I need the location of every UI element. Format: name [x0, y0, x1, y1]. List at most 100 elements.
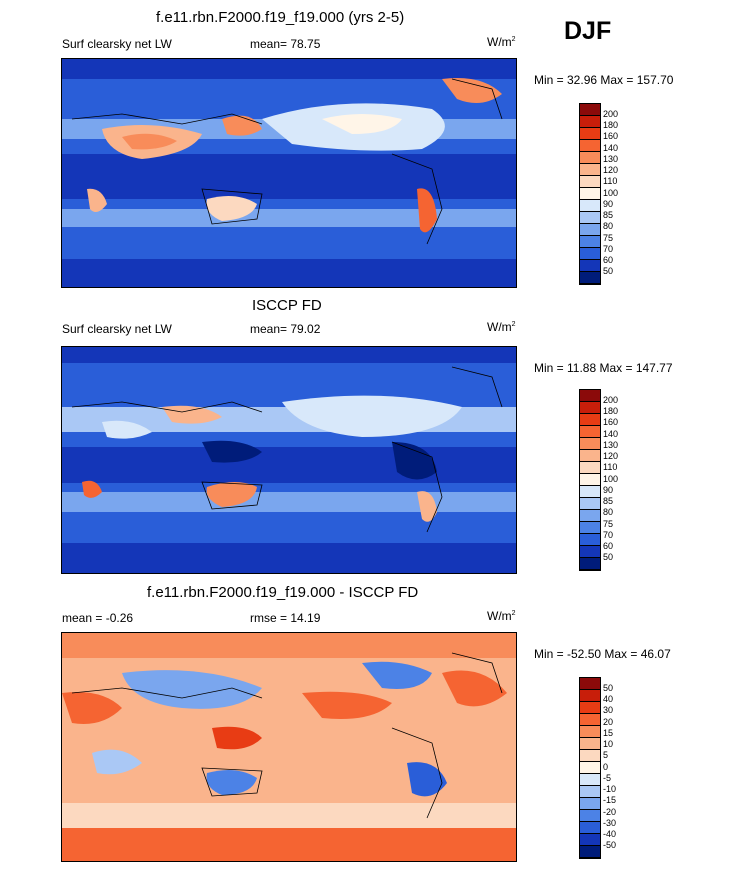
colorbar-swatch — [580, 846, 600, 858]
colorbar-tick-label: 85 — [603, 210, 614, 220]
panel-3-units-label: W/m2 — [487, 609, 516, 623]
colorbar-swatch — [580, 224, 600, 236]
colorbar-tick-label: -15 — [603, 795, 617, 806]
colorbar-swatch — [580, 834, 600, 846]
colorbar-swatch — [580, 534, 600, 546]
colorbar-swatch — [580, 678, 600, 690]
colorbar-tick-label: 100 — [603, 187, 619, 198]
colorbar-tick-label: 90 — [603, 198, 614, 209]
colorbar-swatch — [580, 690, 600, 702]
colorbar-swatch — [580, 272, 600, 284]
colorbar-swatch — [580, 558, 600, 570]
colorbar-tick-label: -10 — [603, 784, 617, 794]
panel-1-variable-label: Surf clearsky net LW — [62, 37, 172, 51]
colorbar-tick-label: 120 — [603, 451, 619, 461]
colorbar-swatch — [580, 402, 600, 414]
colorbar-swatch — [580, 128, 600, 140]
colorbar-swatch — [580, 426, 600, 438]
panel-3-minmax-label: Min = -52.50 Max = 46.07 — [534, 647, 671, 661]
colorbar-swatch — [580, 798, 600, 810]
colorbar-swatch — [580, 510, 600, 522]
colorbar-tick-label: 85 — [603, 496, 614, 506]
colorbar-swatch — [580, 822, 600, 834]
colorbar-tick-label: 30 — [603, 705, 614, 716]
colorbar-swatch — [580, 546, 600, 558]
colorbar-tick-label: 160 — [603, 417, 619, 428]
colorbar-tick-label: 70 — [603, 243, 614, 254]
colorbar-swatch — [580, 248, 600, 260]
colorbar-tick-label: 50 — [603, 682, 614, 693]
colorbar-tick-label: 200 — [603, 394, 619, 405]
colorbar-tick-label: 75 — [603, 518, 614, 529]
colorbar-tick-label: 160 — [603, 131, 619, 142]
colorbar-swatch — [580, 260, 600, 272]
colorbar-swatch — [580, 714, 600, 726]
colorbar-tick-label: -20 — [603, 806, 617, 817]
panel-3-rmse-label: rmse = 14.19 — [250, 611, 321, 625]
colorbar-tick-label: 50 — [603, 552, 614, 563]
colorbar-tick-label: 110 — [603, 462, 618, 473]
panel-2-map — [61, 346, 517, 574]
colorbar-tick-label: 180 — [603, 120, 619, 130]
colorbar-swatch — [580, 104, 600, 116]
panel-2-mean-label: mean= 79.02 — [250, 322, 321, 336]
panel-1-colorbar-swatches — [579, 103, 601, 285]
panel-1-minmax-label: Min = 32.96 Max = 157.70 — [534, 73, 674, 87]
panel-2-variable-label: Surf clearsky net LW — [62, 322, 172, 336]
panel-2-colorbar: 200 180 160 140 130 120 110 100 90 85 80 75 70 60 50 — [579, 389, 659, 571]
colorbar-swatch — [580, 810, 600, 822]
panel-3-map — [61, 632, 517, 862]
colorbar-tick-label: 60 — [603, 255, 614, 265]
colorbar-tick-label: 70 — [603, 529, 614, 540]
colorbar-tick-label: 20 — [603, 716, 614, 727]
colorbar-swatch — [580, 188, 600, 200]
colorbar-tick-label: 200 — [603, 108, 619, 119]
colorbar-swatch — [580, 176, 600, 188]
colorbar-swatch — [580, 726, 600, 738]
colorbar-tick-label: -40 — [603, 829, 617, 839]
colorbar-swatch — [580, 236, 600, 248]
colorbar-swatch — [580, 738, 600, 750]
colorbar-swatch — [580, 498, 600, 510]
colorbar-swatch — [580, 438, 600, 450]
colorbar-swatch — [580, 390, 600, 402]
colorbar-tick-label: 60 — [603, 541, 614, 551]
colorbar-tick-label: 0 — [603, 761, 609, 772]
colorbar-swatch — [580, 762, 600, 774]
colorbar-tick-label: 15 — [603, 727, 614, 738]
panel-1-units-label: W/m2 — [487, 35, 516, 49]
colorbar-tick-label: 180 — [603, 406, 619, 416]
colorbar-swatch — [580, 462, 600, 474]
colorbar-swatch — [580, 522, 600, 534]
colorbar-swatch — [580, 200, 600, 212]
colorbar-tick-label: 130 — [603, 153, 619, 164]
panel-1-title: f.e11.rbn.F2000.f19_f19.000 (yrs 2-5) — [156, 9, 405, 26]
colorbar-tick-label: 40 — [603, 694, 614, 704]
colorbar-tick-label: -5 — [603, 772, 612, 783]
panel-1-map — [61, 58, 517, 288]
colorbar-swatch — [580, 786, 600, 798]
panel-2-units-label: W/m2 — [487, 320, 516, 334]
panel-3-colorbar-swatches — [579, 677, 601, 859]
colorbar-tick-label: 80 — [603, 507, 614, 518]
colorbar-tick-label: 5 — [603, 750, 609, 761]
colorbar-tick-label: 140 — [603, 428, 619, 439]
colorbar-swatch — [580, 414, 600, 426]
panel-1-mean-label: mean= 78.75 — [250, 37, 321, 51]
panel-2-colorbar-swatches — [579, 389, 601, 571]
colorbar-tick-label: -50 — [603, 840, 617, 851]
colorbar-tick-label: 90 — [603, 484, 614, 495]
colorbar-swatch — [580, 474, 600, 486]
colorbar-tick-label: 140 — [603, 142, 619, 153]
colorbar-tick-label: 120 — [603, 165, 619, 175]
colorbar-swatch — [580, 702, 600, 714]
colorbar-swatch — [580, 212, 600, 224]
colorbar-tick-label: 130 — [603, 439, 619, 450]
colorbar-swatch — [580, 450, 600, 462]
colorbar-tick-label: 50 — [603, 266, 614, 277]
colorbar-tick-label: 75 — [603, 232, 614, 243]
colorbar-swatch — [580, 774, 600, 786]
panel-1-colorbar: 200 180 160 140 130 120 110 100 90 85 80 75 70 60 50 — [579, 103, 659, 285]
colorbar-swatch — [580, 164, 600, 176]
panel-2-title: ISCCP FD — [252, 297, 322, 314]
